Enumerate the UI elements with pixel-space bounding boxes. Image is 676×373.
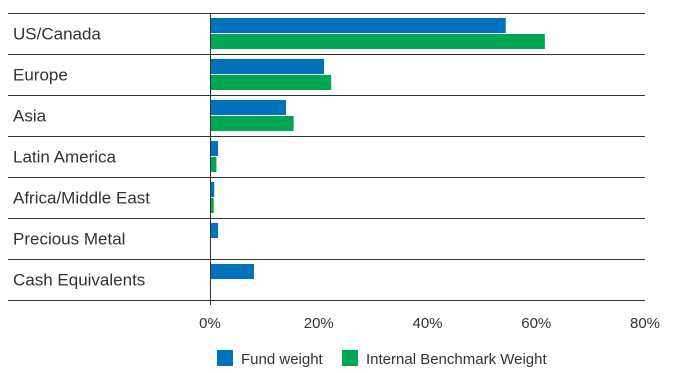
x-axis-ticks: 0% 20% 40% 60% 80% xyxy=(199,315,660,332)
category-label-precious-metal: Precious Metal xyxy=(13,230,125,249)
x-tick-label: 60% xyxy=(521,315,551,332)
category-label-us-canada: US/Canada xyxy=(13,25,101,44)
legend-swatch-fund-weight xyxy=(217,350,233,366)
category-label-asia: Asia xyxy=(13,107,47,126)
legend: Fund weight Internal Benchmark Weight xyxy=(217,350,547,368)
bar-fund-weight-us-canada xyxy=(211,18,506,33)
grid-layer xyxy=(8,13,645,301)
bar-fund-weight-cash-equivalents xyxy=(211,264,254,279)
x-tick-label: 40% xyxy=(412,315,442,332)
bar-fund-weight-europe xyxy=(211,59,325,74)
category-label-africa-middle-east: Africa/Middle East xyxy=(13,189,150,208)
category-label-cash-equivalents: Cash Equivalents xyxy=(13,271,145,290)
bar-fund-weight-precious-metal xyxy=(211,223,219,238)
bar-internal-benchmark-weight-us-canada xyxy=(211,34,545,49)
category-label-europe: Europe xyxy=(13,66,68,85)
legend-swatch-internal-benchmark-weight xyxy=(342,350,358,366)
bars-layer xyxy=(211,18,545,279)
bar-internal-benchmark-weight-latin-america xyxy=(211,157,217,172)
bar-fund-weight-latin-america xyxy=(211,141,219,156)
bar-internal-benchmark-weight-asia xyxy=(211,116,294,131)
x-tick-label: 0% xyxy=(199,315,221,332)
legend-label-internal-benchmark-weight: Internal Benchmark Weight xyxy=(366,351,547,368)
bar-internal-benchmark-weight-africa-middle-east xyxy=(211,198,214,213)
x-tick-label: 80% xyxy=(630,315,660,332)
category-labels: US/Canada Europe Asia Latin America Africa/M… xyxy=(13,25,150,290)
bar-fund-weight-africa-middle-east xyxy=(211,182,215,197)
x-tick-label: 20% xyxy=(304,315,334,332)
bar-internal-benchmark-weight-europe xyxy=(211,75,332,90)
bar-fund-weight-asia xyxy=(211,100,287,115)
category-label-latin-america: Latin America xyxy=(13,148,117,167)
legend-label-fund-weight: Fund weight xyxy=(241,351,324,368)
